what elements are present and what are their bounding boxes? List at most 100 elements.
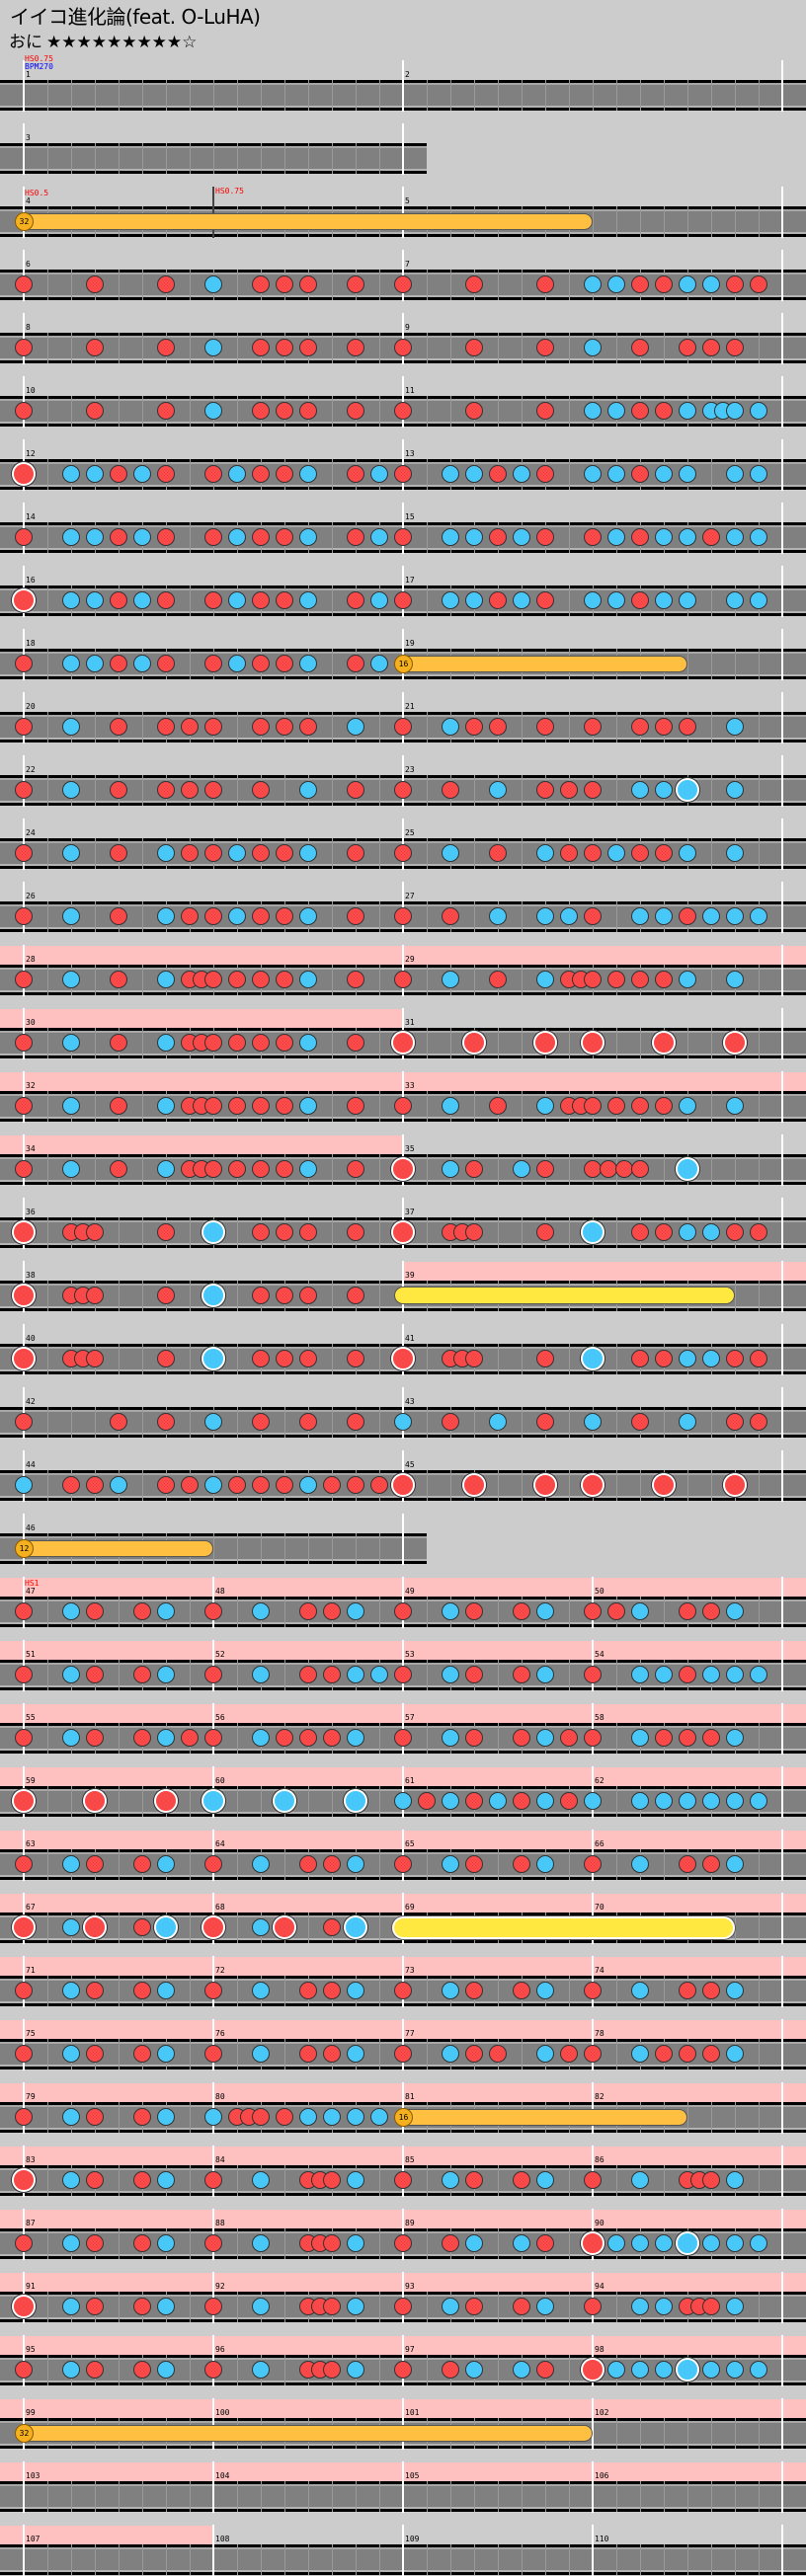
grid-line — [237, 1407, 238, 1438]
gogo-band — [593, 2336, 806, 2355]
measure-line — [781, 1008, 783, 1059]
grid-line — [498, 80, 499, 111]
don-note — [15, 275, 33, 293]
ka-note — [62, 1034, 80, 1052]
grid-line — [142, 1407, 143, 1438]
grid-line — [47, 2102, 48, 2133]
grid-line — [664, 2544, 665, 2575]
don-note — [86, 339, 104, 356]
measure-number: 69 — [405, 1903, 415, 1912]
ka-note — [655, 1666, 673, 1683]
ka-note — [631, 1792, 649, 1810]
ka-note — [679, 1792, 696, 1810]
measure-number: 64 — [215, 1839, 225, 1848]
measure-number: 77 — [405, 2029, 415, 2038]
measure-number: 53 — [405, 1650, 415, 1659]
don-note — [110, 465, 127, 483]
gogo-band — [593, 1767, 806, 1786]
don-note — [204, 1666, 222, 1683]
grid-line — [308, 1533, 309, 1564]
measure-line — [402, 2461, 404, 2513]
ka-note — [442, 465, 459, 483]
balloon-note — [15, 2424, 593, 2442]
measure-number: 38 — [26, 1271, 36, 1280]
gogo-band — [0, 1135, 403, 1154]
grid-line — [213, 143, 214, 174]
grid-line — [687, 2481, 688, 2512]
grid-line — [379, 2544, 380, 2575]
measure-number: 26 — [26, 892, 36, 900]
ka-note — [347, 2108, 364, 2126]
don-note — [204, 465, 222, 483]
big-ka-note — [202, 1789, 225, 1813]
don-note — [252, 1034, 270, 1052]
don-note — [347, 781, 364, 799]
ka-note — [536, 971, 554, 988]
grid-line — [616, 1849, 617, 1880]
grid-line — [759, 2292, 760, 2322]
don-note — [86, 2108, 104, 2126]
measure-number: 16 — [26, 576, 36, 585]
ka-note — [204, 402, 222, 420]
ka-note — [465, 465, 483, 483]
grid-line — [190, 2039, 191, 2069]
grid-line — [261, 1533, 262, 1564]
don-note — [228, 1160, 246, 1178]
grid-line — [332, 775, 333, 806]
grid-line — [142, 143, 143, 174]
don-note — [323, 2234, 341, 2252]
don-note — [536, 1160, 554, 1178]
ka-note — [726, 1097, 744, 1115]
don-note — [157, 275, 175, 293]
ka-note — [513, 528, 530, 546]
big-ka-note — [676, 2231, 699, 2255]
big-don-note — [202, 1915, 225, 1939]
gogo-band — [403, 1957, 593, 1976]
ka-note — [347, 1855, 364, 1873]
grid-line — [711, 1154, 712, 1185]
grid-line — [759, 1154, 760, 1185]
ka-note — [489, 1413, 507, 1431]
don-note — [607, 1097, 625, 1115]
ka-note — [204, 1413, 222, 1431]
don-note — [323, 1476, 341, 1494]
grid-line — [237, 775, 238, 806]
big-ka-note — [676, 778, 699, 802]
grid-line — [522, 2481, 523, 2512]
don-note — [110, 781, 127, 799]
measure-line — [781, 882, 783, 933]
grid-line — [735, 649, 736, 679]
grid-line — [47, 901, 48, 932]
gogo-band — [0, 1704, 213, 1723]
ka-note — [655, 2234, 673, 2252]
ka-note — [702, 2361, 720, 2379]
gogo-band — [0, 2399, 213, 2418]
grid-line — [664, 2481, 665, 2512]
ka-note — [347, 1602, 364, 1620]
grid-line — [427, 80, 428, 111]
don-note — [299, 1729, 317, 1747]
measure-number: 82 — [595, 2092, 604, 2101]
grid-line — [687, 1470, 688, 1501]
grid-line — [142, 2544, 143, 2575]
grid-line — [498, 1849, 499, 1880]
grid-line — [47, 649, 48, 679]
grid-line — [640, 80, 641, 111]
ka-note — [726, 1982, 744, 1999]
don-note — [133, 1602, 151, 1620]
balloon-count: 12 — [15, 1539, 34, 1558]
grid-line — [687, 2418, 688, 2449]
ka-note — [299, 1034, 317, 1052]
grid-line — [332, 522, 333, 553]
measure-number: 58 — [595, 1713, 604, 1722]
ka-note — [726, 907, 744, 925]
don-note — [276, 339, 293, 356]
don-note — [204, 2361, 222, 2379]
grid-line — [237, 1533, 238, 1564]
grid-line — [71, 333, 72, 363]
grid-line — [450, 80, 451, 111]
grid-line — [119, 1660, 120, 1690]
grid-line — [356, 143, 357, 174]
measure-number: 97 — [405, 2345, 415, 2354]
grid-line — [142, 1091, 143, 1122]
